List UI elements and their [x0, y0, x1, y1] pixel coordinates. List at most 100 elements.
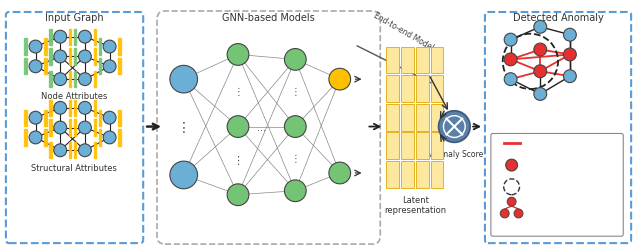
Bar — [118, 119, 121, 122]
Bar — [24, 39, 27, 43]
Bar — [74, 147, 76, 150]
Bar — [24, 134, 27, 138]
Circle shape — [103, 132, 116, 144]
Bar — [44, 142, 47, 146]
Circle shape — [103, 112, 116, 124]
Bar — [49, 155, 52, 159]
Bar — [99, 119, 101, 122]
Bar — [69, 29, 71, 33]
Bar — [74, 151, 76, 154]
Text: Path Anomaly: Path Anomaly — [527, 204, 586, 213]
Text: Structural Attributes: Structural Attributes — [31, 164, 117, 172]
Bar — [24, 44, 27, 47]
Bar — [93, 151, 96, 154]
Bar — [386, 104, 399, 131]
Bar — [431, 76, 444, 103]
Bar — [99, 63, 101, 67]
Bar — [118, 59, 121, 62]
Bar — [49, 129, 52, 132]
Circle shape — [29, 112, 42, 124]
Bar — [118, 123, 121, 126]
Bar — [24, 59, 27, 62]
Bar — [99, 114, 101, 118]
Circle shape — [284, 49, 306, 71]
Bar — [401, 76, 414, 103]
Circle shape — [534, 66, 547, 78]
Bar — [74, 120, 76, 123]
Bar — [401, 133, 414, 160]
Bar — [416, 162, 429, 188]
Circle shape — [534, 44, 547, 57]
Bar — [74, 53, 76, 57]
Circle shape — [79, 144, 92, 157]
Bar — [24, 63, 27, 67]
Circle shape — [29, 41, 42, 54]
Text: ⋮: ⋮ — [177, 120, 191, 134]
Bar — [99, 39, 101, 43]
Bar — [44, 48, 47, 51]
Bar — [69, 120, 71, 123]
Bar — [93, 133, 96, 136]
Circle shape — [504, 73, 517, 86]
Bar — [401, 104, 414, 131]
Bar — [69, 147, 71, 150]
Bar — [386, 162, 399, 188]
Text: ⋮: ⋮ — [291, 153, 300, 164]
Circle shape — [79, 73, 92, 86]
Bar — [69, 38, 71, 41]
Bar — [93, 72, 96, 75]
Bar — [118, 68, 121, 71]
Bar — [74, 124, 76, 128]
Bar — [74, 49, 76, 53]
Bar — [118, 48, 121, 51]
Bar — [44, 39, 47, 43]
Circle shape — [534, 88, 547, 101]
Bar — [431, 104, 444, 131]
Bar — [74, 34, 76, 37]
Bar — [49, 84, 52, 88]
Bar — [99, 72, 101, 75]
Circle shape — [227, 44, 249, 66]
Bar — [93, 155, 96, 159]
Bar — [44, 52, 47, 55]
Text: ⋮: ⋮ — [233, 87, 243, 97]
Bar — [431, 162, 444, 188]
Circle shape — [514, 209, 523, 218]
Text: Node Attributes: Node Attributes — [41, 92, 108, 101]
Bar — [44, 130, 47, 133]
Bar — [49, 143, 52, 146]
Bar — [49, 53, 52, 57]
Bar — [99, 68, 101, 71]
Circle shape — [504, 34, 517, 47]
Bar — [24, 119, 27, 122]
Bar — [49, 113, 52, 116]
Bar — [74, 42, 76, 46]
Bar — [49, 42, 52, 46]
Bar — [44, 134, 47, 138]
Circle shape — [54, 73, 67, 86]
Bar — [118, 63, 121, 67]
Bar — [24, 130, 27, 133]
Bar — [69, 113, 71, 116]
Circle shape — [563, 29, 576, 42]
Bar — [99, 123, 101, 126]
Text: Node Anomaly: Node Anomaly — [527, 161, 589, 170]
Bar — [93, 42, 96, 46]
Text: Detected Anomaly: Detected Anomaly — [513, 13, 604, 23]
Bar — [49, 38, 52, 41]
Bar — [386, 47, 399, 74]
Bar — [401, 47, 414, 74]
Text: Edge Anomaly: Edge Anomaly — [527, 139, 588, 148]
Bar — [24, 142, 27, 146]
Bar — [49, 100, 52, 104]
Bar — [93, 124, 96, 128]
Bar — [49, 109, 52, 112]
Bar — [74, 100, 76, 104]
Bar — [118, 110, 121, 114]
Bar — [49, 120, 52, 123]
Bar — [69, 129, 71, 132]
Bar — [69, 124, 71, 128]
Bar — [99, 142, 101, 146]
Bar — [74, 109, 76, 112]
Bar — [93, 62, 96, 65]
